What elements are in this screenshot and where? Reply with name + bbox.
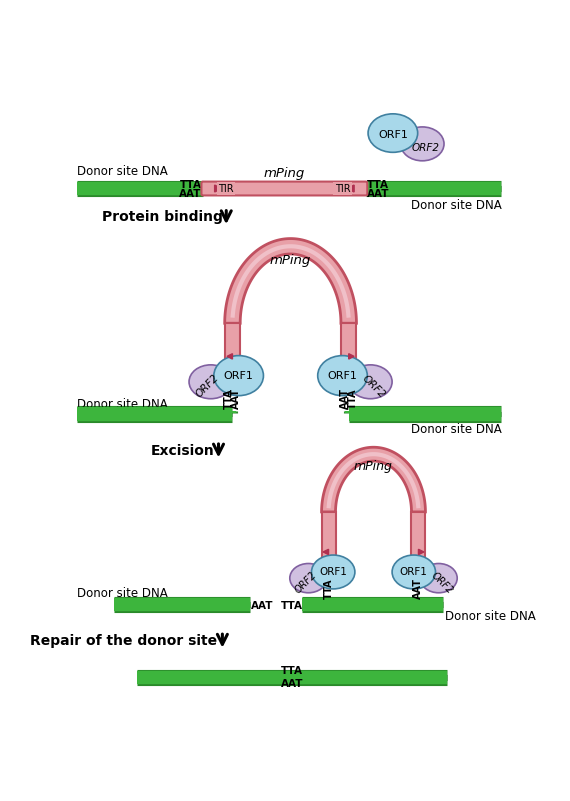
Text: AAT: AAT — [367, 189, 390, 199]
Text: Donor site DNA: Donor site DNA — [78, 398, 168, 412]
Text: AAT: AAT — [251, 601, 274, 611]
Ellipse shape — [392, 555, 435, 589]
Text: TTA: TTA — [348, 388, 357, 409]
Bar — [341, 324, 356, 372]
Polygon shape — [225, 239, 356, 324]
Text: mPing: mPing — [264, 167, 305, 179]
Text: AAT: AAT — [281, 679, 303, 690]
Text: AAT: AAT — [231, 388, 241, 409]
Ellipse shape — [401, 127, 444, 161]
Text: AAT: AAT — [413, 578, 424, 599]
Text: TTA: TTA — [280, 601, 303, 611]
Ellipse shape — [420, 564, 457, 593]
Ellipse shape — [317, 356, 367, 396]
Ellipse shape — [290, 564, 327, 593]
Text: ORF2: ORF2 — [292, 570, 318, 596]
Text: Protein binding: Protein binding — [101, 211, 222, 224]
Polygon shape — [321, 447, 425, 512]
Text: Donor site DNA: Donor site DNA — [410, 199, 502, 212]
Ellipse shape — [349, 364, 392, 399]
Text: ORF1: ORF1 — [378, 130, 408, 139]
Text: TTA: TTA — [324, 578, 333, 599]
Polygon shape — [227, 354, 233, 359]
Polygon shape — [215, 185, 222, 192]
Text: Donor site DNA: Donor site DNA — [78, 165, 168, 178]
Text: ORF1: ORF1 — [319, 567, 347, 577]
Text: Donor site DNA: Donor site DNA — [445, 610, 536, 623]
Text: mPing: mPing — [270, 254, 311, 267]
FancyBboxPatch shape — [201, 182, 367, 195]
Polygon shape — [418, 549, 424, 554]
Text: TTA: TTA — [281, 666, 303, 675]
Ellipse shape — [214, 356, 263, 396]
Ellipse shape — [189, 364, 233, 399]
Text: ORF2: ORF2 — [194, 373, 221, 400]
Polygon shape — [323, 549, 328, 554]
Text: Donor site DNA: Donor site DNA — [410, 423, 502, 436]
Ellipse shape — [368, 114, 418, 152]
Text: mPing: mPing — [354, 460, 393, 473]
Text: TTA: TTA — [367, 179, 389, 190]
Bar — [321, 512, 336, 566]
Text: AAT: AAT — [179, 189, 201, 199]
Text: ORF2: ORF2 — [360, 373, 387, 400]
Text: ORF1: ORF1 — [400, 567, 428, 577]
Bar — [225, 324, 240, 372]
Text: Excision: Excision — [151, 444, 215, 457]
Text: Repair of the donor site: Repair of the donor site — [30, 634, 217, 648]
Text: ORF2: ORF2 — [429, 570, 454, 596]
Text: ORF2: ORF2 — [412, 143, 439, 154]
Text: ORF1: ORF1 — [328, 371, 357, 380]
Text: Donor site DNA: Donor site DNA — [78, 587, 168, 600]
Polygon shape — [349, 354, 354, 359]
Text: TTA: TTA — [180, 179, 201, 190]
Text: AAT: AAT — [340, 388, 350, 409]
Text: TIR: TIR — [218, 183, 234, 194]
Text: ORF1: ORF1 — [223, 371, 254, 380]
Bar — [412, 512, 425, 566]
Ellipse shape — [311, 555, 355, 589]
Text: TIR: TIR — [335, 183, 351, 194]
Text: TTA: TTA — [223, 388, 234, 409]
Polygon shape — [347, 185, 354, 192]
